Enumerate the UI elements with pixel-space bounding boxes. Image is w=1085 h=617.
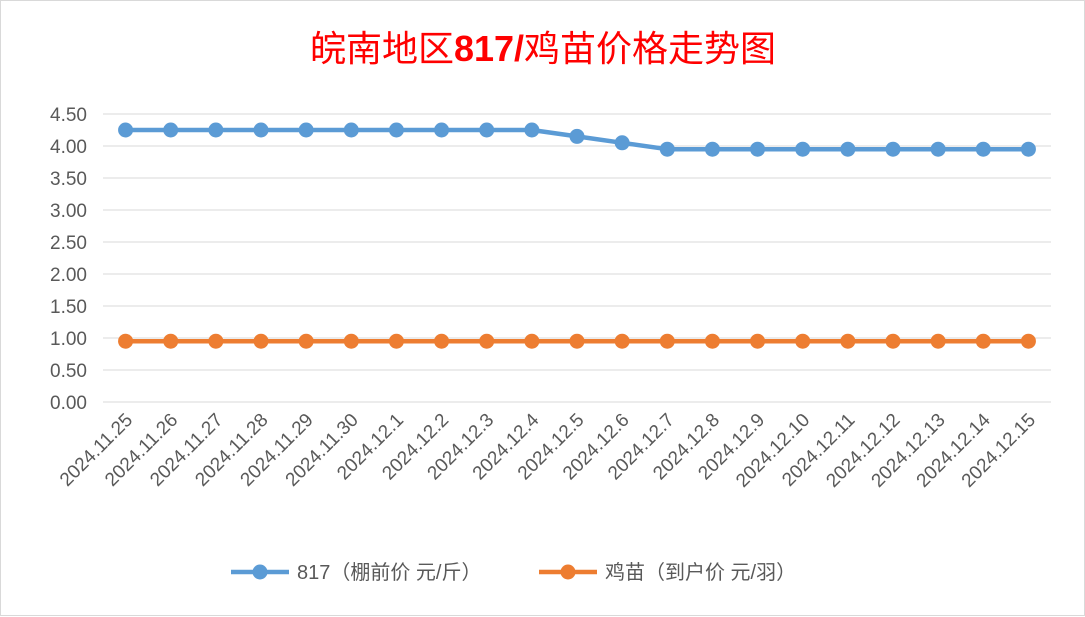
data-point xyxy=(795,333,811,349)
data-point xyxy=(614,333,630,349)
data-point xyxy=(704,141,720,157)
gridlines xyxy=(103,113,1051,403)
data-point xyxy=(569,128,585,144)
data-point xyxy=(750,141,766,157)
data-point xyxy=(479,333,495,349)
chart-title-region: 皖南地区 xyxy=(310,29,454,69)
data-point xyxy=(659,141,675,157)
data-point xyxy=(434,333,450,349)
y-tick-label: 0.50 xyxy=(50,361,87,382)
series-2 xyxy=(118,333,1036,349)
data-point xyxy=(388,122,404,138)
data-point xyxy=(840,333,856,349)
data-point xyxy=(208,333,224,349)
y-tick-label: 0.00 xyxy=(50,393,87,414)
chart-title-subject: 鸡苗价格走势图 xyxy=(524,29,776,69)
data-point xyxy=(795,141,811,157)
data-point xyxy=(253,333,269,349)
data-point xyxy=(298,333,314,349)
y-tick-label: 1.00 xyxy=(50,329,87,350)
data-point xyxy=(704,333,720,349)
data-point xyxy=(885,333,901,349)
legend-item-2: 鸡苗（到户价 元/羽） xyxy=(539,561,796,584)
data-point xyxy=(118,122,134,138)
series-group xyxy=(118,122,1036,349)
y-tick-label: 1.50 xyxy=(50,297,87,318)
data-point xyxy=(614,135,630,151)
data-point xyxy=(208,122,224,138)
legend-label: 817（棚前价 元/斤） xyxy=(297,561,481,584)
data-point xyxy=(750,333,766,349)
data-point xyxy=(840,141,856,157)
legend-item-1: 817（棚前价 元/斤） xyxy=(231,561,481,584)
data-point xyxy=(524,122,540,138)
chart-title: 皖南地区817/鸡苗价格走势图 xyxy=(310,28,776,69)
data-point xyxy=(975,141,991,157)
series-1 xyxy=(118,122,1036,157)
data-point xyxy=(118,333,134,349)
data-point xyxy=(163,333,179,349)
legend-swatch-marker xyxy=(560,564,576,580)
y-tick-label: 4.50 xyxy=(50,105,87,126)
data-point xyxy=(885,141,901,157)
data-point xyxy=(253,122,269,138)
y-tick-label: 2.50 xyxy=(50,233,87,254)
data-point xyxy=(1020,141,1036,157)
x-axis-ticks: 2024.11.252024.11.262024.11.272024.11.28… xyxy=(56,409,1040,491)
data-point xyxy=(388,333,404,349)
data-point xyxy=(479,122,495,138)
data-point xyxy=(163,122,179,138)
data-point xyxy=(1020,333,1036,349)
legend-swatch-marker xyxy=(252,564,268,580)
data-point xyxy=(524,333,540,349)
data-point xyxy=(343,122,359,138)
data-point xyxy=(298,122,314,138)
y-tick-label: 3.00 xyxy=(50,201,87,222)
y-tick-label: 4.00 xyxy=(50,137,87,158)
data-point xyxy=(434,122,450,138)
data-point xyxy=(569,333,585,349)
legend: 817（棚前价 元/斤） 鸡苗（到户价 元/羽） xyxy=(231,561,796,584)
data-point xyxy=(930,141,946,157)
y-tick-label: 3.50 xyxy=(50,169,87,190)
data-point xyxy=(975,333,991,349)
data-point xyxy=(930,333,946,349)
data-point xyxy=(659,333,675,349)
y-axis-ticks: 0.00 0.50 1.00 1.50 2.00 2.50 3.00 3.50 4.00 4.50 xyxy=(50,105,87,414)
legend-label: 鸡苗（到户价 元/羽） xyxy=(605,561,796,584)
chart-title-breed: 817/ xyxy=(454,28,524,69)
data-point xyxy=(343,333,359,349)
y-tick-label: 2.00 xyxy=(50,265,87,286)
